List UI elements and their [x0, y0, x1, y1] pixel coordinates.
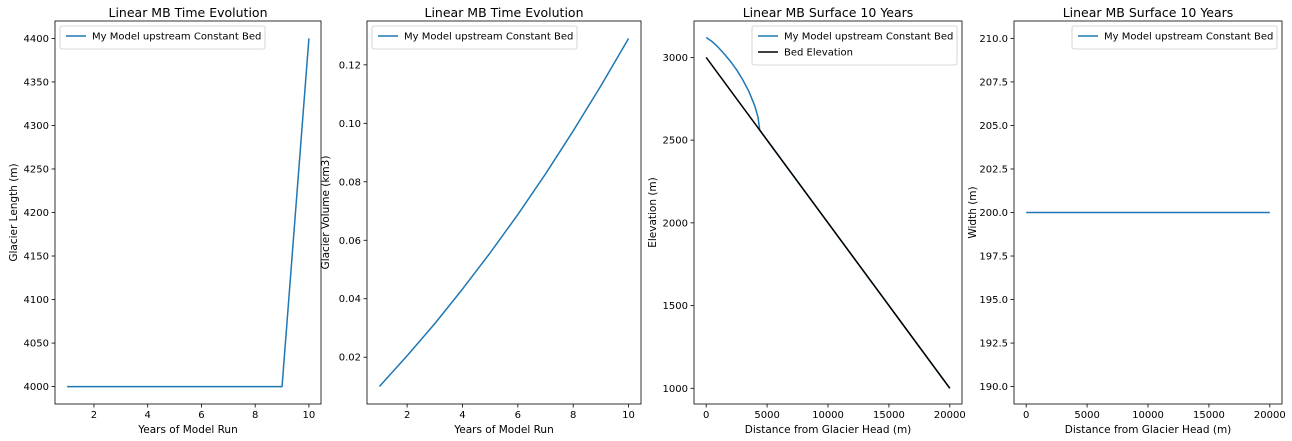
y-tick-label: 205.0	[979, 121, 1008, 132]
x-tick-label: 2	[404, 410, 410, 421]
chart-panel-4: 0 5000 10000 15000 20000 190.0 192.5 195.0 197.5…	[967, 5, 1286, 436]
x-axis-label: Years of Model Run	[453, 424, 554, 436]
y-axis-label: Glacier Volume (km3)	[320, 156, 332, 270]
y-tick-label: 3000	[663, 53, 688, 64]
y-tick-label: 197.5	[979, 252, 1008, 263]
y-tick-label: 200.0	[979, 208, 1008, 219]
y-tick-label: 195.0	[979, 295, 1008, 306]
y-tick-label: 207.5	[979, 77, 1008, 88]
chart-title: Linear MB Time Evolution	[108, 5, 267, 20]
x-tick-label: 6	[198, 410, 204, 421]
x-tick-label: 0	[703, 410, 709, 421]
plot-area	[367, 21, 641, 404]
legend-label: Bed Elevation	[784, 48, 853, 59]
x-tick-label: 8	[570, 410, 576, 421]
legend-label: My Model upstream Constant Bed	[404, 32, 573, 43]
x-tick-label: 10	[303, 410, 316, 421]
x-tick-label: 5000	[754, 410, 779, 421]
y-tick-label: 202.5	[979, 164, 1008, 175]
y-axis-label: Elevation (m)	[647, 177, 659, 248]
y-axis-label: Glacier Length (m)	[8, 163, 20, 261]
y-tick-label: 0.08	[339, 177, 361, 188]
x-tick-label: 0	[1023, 410, 1029, 421]
x-tick-label: 15000	[1193, 410, 1225, 421]
y-tick-label: 4050	[24, 339, 49, 350]
series-line-2	[705, 56, 951, 389]
x-axis-label: Distance from Glacier Head (m)	[745, 424, 912, 436]
plot-area	[694, 21, 962, 404]
y-tick-label: 190.0	[979, 382, 1008, 393]
x-axis-label: Years of Model Run	[137, 424, 238, 436]
chart-panel-2: 2 4 6 8 10 0.02 0.04 0.06 0.08 0.10 0.12 Linear MB …	[320, 5, 642, 436]
x-tick-label: 2	[91, 410, 97, 421]
y-tick-label: 210.0	[979, 34, 1008, 45]
legend-box	[59, 25, 266, 50]
legend: My Model upstream Constant Bed	[371, 25, 578, 50]
chart-title: Linear MB Surface 10 Years	[1063, 5, 1234, 20]
legend-label: My Model upstream Constant Bed	[92, 32, 261, 43]
legend: My Model upstream Constant Bed	[1071, 25, 1278, 50]
y-tick-label: 4400	[24, 34, 49, 45]
x-tick-label: 10000	[1132, 410, 1164, 421]
legend: My Model upstream Constant Bed Bed Elevat…	[751, 25, 958, 66]
y-tick-label: 1000	[663, 384, 688, 395]
x-tick-label: 10	[622, 410, 635, 421]
chart-title: Linear MB Time Evolution	[424, 5, 583, 20]
chart-panel-1: 2 4 6 8 10 4000 4050 4100 4150 4200 4250 4300 4350 44…	[8, 5, 322, 436]
y-tick-label: 1500	[663, 301, 688, 312]
y-tick-label: 2000	[663, 218, 688, 229]
y-axis-label: Width (m)	[967, 186, 979, 238]
legend-box	[371, 25, 578, 50]
legend: My Model upstream Constant Bed	[59, 25, 266, 50]
x-tick-label: 20000	[1254, 410, 1286, 421]
x-tick-label: 5000	[1074, 410, 1099, 421]
legend-label: My Model upstream Constant Bed	[1104, 32, 1273, 43]
y-tick-label: 4200	[24, 208, 49, 219]
chart-title: Linear MB Surface 10 Years	[743, 5, 914, 20]
y-tick-label: 4100	[24, 295, 49, 306]
y-tick-label: 0.04	[339, 294, 361, 305]
x-tick-label: 15000	[873, 410, 905, 421]
legend-label: My Model upstream Constant Bed	[784, 32, 953, 43]
x-axis-label: Distance from Glacier Head (m)	[1065, 424, 1232, 436]
x-tick-label: 8	[252, 410, 258, 421]
x-tick-label: 4	[145, 410, 151, 421]
y-tick-label: 0.12	[339, 60, 361, 71]
axes-frame	[366, 20, 642, 405]
plot-area	[55, 21, 321, 404]
y-tick-label: 4250	[24, 164, 49, 175]
y-tick-label: 0.10	[339, 119, 361, 130]
x-tick-label: 6	[515, 410, 521, 421]
y-tick-label: 4300	[24, 121, 49, 132]
y-tick-label: 4150	[24, 252, 49, 263]
x-tick-label: 20000	[934, 410, 966, 421]
series-line-1	[67, 38, 310, 388]
y-tick-label: 0.02	[339, 353, 361, 364]
x-tick-label: 10000	[812, 410, 844, 421]
y-tick-label: 4000	[24, 382, 49, 393]
y-tick-label: 192.5	[979, 339, 1008, 350]
y-tick-label: 2500	[663, 136, 688, 147]
series-line-1	[378, 38, 630, 387]
y-tick-label: 4350	[24, 77, 49, 88]
legend-box	[751, 25, 958, 66]
y-tick-label: 0.06	[339, 236, 361, 247]
legend-box	[1071, 25, 1278, 50]
x-tick-label: 4	[459, 410, 465, 421]
chart-panel-3: 0 5000 10000 15000 20000 1000 1500 2000 2500 3000…	[647, 5, 966, 436]
